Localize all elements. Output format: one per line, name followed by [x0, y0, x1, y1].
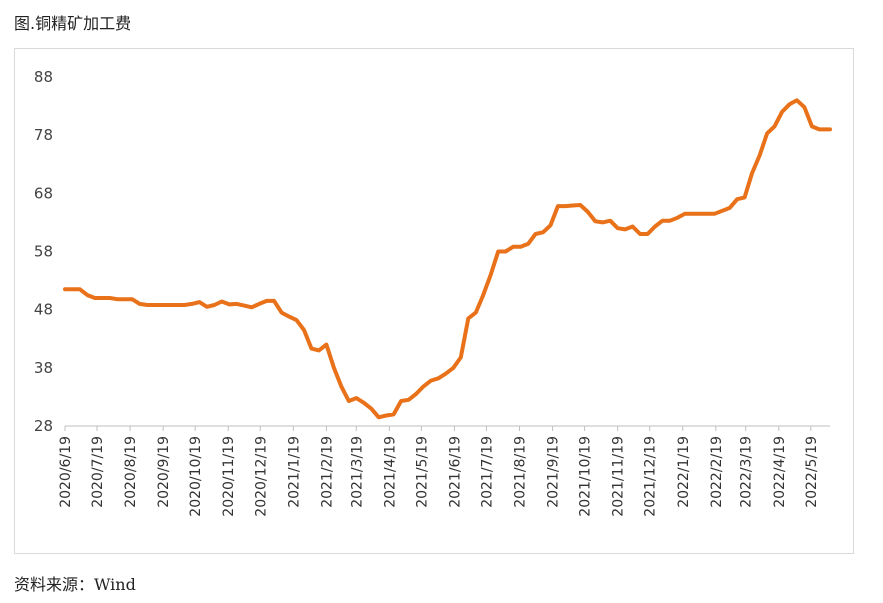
y-tick-label: 78: [34, 126, 53, 144]
figure-title: 图.铜精矿加工费: [14, 14, 132, 33]
series-layer: [63, 98, 832, 420]
x-tick-label: 2021/9/19: [546, 436, 562, 508]
chart-frame: 28 38 48 58 68 78 88 2020/6/19 2020/7/19 2020/8/…: [14, 48, 854, 554]
y-tick-label: 58: [34, 243, 53, 261]
x-tick-label: 2021/10/19: [578, 436, 594, 517]
x-tick-label: 2021/8/19: [513, 436, 529, 508]
y-tick-label: 28: [34, 417, 53, 435]
x-tick-label: 2021/1/19: [286, 436, 302, 508]
x-tick-label: 2022/3/19: [739, 436, 755, 508]
x-tick-label: 2021/12/19: [643, 436, 659, 517]
series-line: [63, 98, 832, 420]
x-tick-label: 2020/11/19: [221, 436, 237, 517]
x-tick-label: 2020/12/19: [253, 436, 269, 517]
x-tick-label: 2020/9/19: [156, 436, 172, 508]
x-tick-label: 2021/6/19: [447, 436, 463, 508]
y-tick-label: 88: [34, 68, 53, 86]
x-tick-label: 2021/11/19: [611, 436, 627, 517]
x-tick-label: 2022/2/19: [709, 436, 725, 508]
x-tick-label: 2021/3/19: [349, 436, 365, 508]
y-tick-label: 38: [34, 359, 53, 377]
x-axis: 2020/6/19 2020/7/19 2020/8/19 2020/9/19 2020…: [58, 425, 830, 517]
x-tick-label: 2022/1/19: [676, 436, 692, 508]
x-tick-label: 2020/8/19: [123, 436, 139, 508]
x-tick-label: 2022/5/19: [804, 436, 820, 508]
y-axis: 28 38 48 58 68 78 88: [34, 68, 53, 435]
y-tick-label: 48: [34, 301, 53, 319]
x-tick-label: 2021/5/19: [414, 436, 430, 508]
x-tick-label: 2021/4/19: [382, 436, 398, 508]
x-tick-label: 2022/4/19: [772, 436, 788, 508]
x-tick-label: 2020/7/19: [90, 436, 106, 508]
x-tick-label: 2021/2/19: [319, 436, 335, 508]
x-tick-label: 2021/7/19: [479, 436, 495, 508]
y-tick-label: 68: [34, 184, 53, 202]
source-note: 资料来源：Wind: [14, 575, 136, 594]
x-tick-label: 2020/10/19: [188, 436, 204, 517]
x-tick-label: 2020/6/19: [58, 436, 74, 508]
line-chart: 28 38 48 58 68 78 88 2020/6/19 2020/7/19 2020/8/…: [34, 68, 832, 517]
